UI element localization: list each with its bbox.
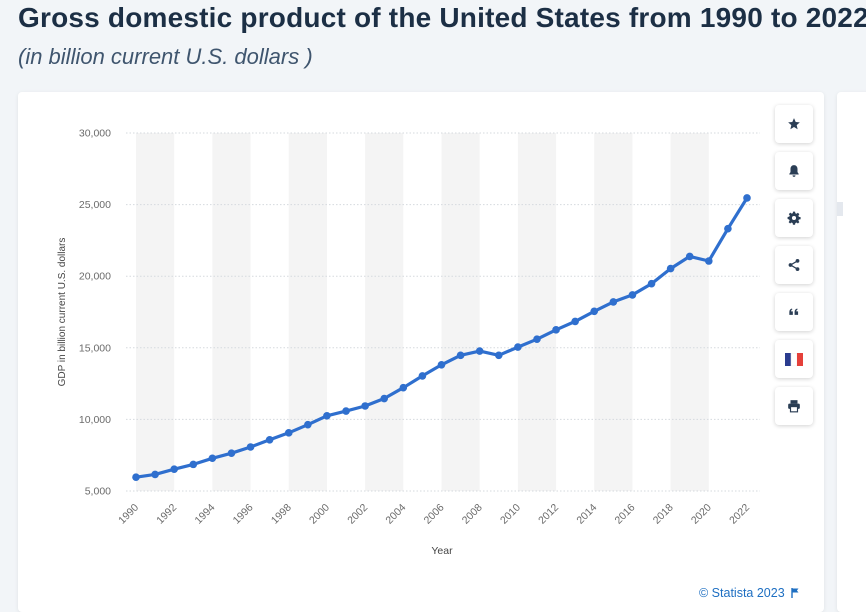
data-point[interactable] — [227, 449, 236, 457]
chart-toolbar — [775, 105, 813, 434]
french-flag-icon — [785, 352, 803, 366]
data-point[interactable] — [361, 402, 369, 410]
data-point[interactable] — [151, 470, 159, 479]
x-tick-label: 2006 — [422, 502, 447, 527]
chart-band — [365, 133, 404, 491]
x-tick-label: 2016 — [613, 502, 638, 527]
data-point[interactable] — [342, 407, 350, 415]
x-tick-label: 2020 — [689, 502, 714, 527]
data-point[interactable] — [380, 394, 389, 403]
share-button[interactable] — [775, 246, 813, 284]
x-tick-label: 2018 — [651, 502, 676, 527]
data-point[interactable] — [475, 347, 484, 355]
chart-band — [288, 133, 327, 491]
quote-icon — [789, 308, 799, 315]
x-tick-label: 2004 — [383, 502, 408, 527]
x-tick-label: 2002 — [345, 502, 370, 527]
data-point[interactable] — [399, 383, 408, 392]
y-tick-label: 10,000 — [79, 414, 111, 426]
data-point[interactable] — [208, 454, 217, 463]
print-icon — [788, 400, 800, 413]
data-point[interactable] — [666, 264, 675, 273]
data-point[interactable] — [514, 343, 522, 351]
data-point[interactable] — [323, 412, 331, 420]
y-tick-label: 30,000 — [79, 128, 111, 140]
print-button[interactable] — [775, 387, 813, 425]
y-tick-label: 15,000 — [79, 342, 111, 354]
page-subtitle: (in billion current U.S. dollars ) — [18, 44, 313, 69]
y-tick-label: 5,000 — [85, 486, 111, 498]
series-gdp — [132, 194, 751, 482]
data-point[interactable] — [705, 257, 713, 265]
x-axis-label: Year — [431, 545, 453, 557]
chart-band — [670, 133, 709, 491]
data-point[interactable] — [743, 194, 751, 202]
language-button[interactable] — [775, 340, 813, 378]
star-icon — [788, 118, 800, 130]
chart-band — [441, 133, 480, 491]
favorite-button[interactable] — [775, 105, 813, 143]
settings-button[interactable] — [775, 199, 813, 237]
data-point[interactable] — [609, 298, 618, 306]
chart-bands — [136, 133, 709, 491]
chart-band — [517, 133, 557, 491]
x-tick-label: 1990 — [116, 502, 141, 527]
x-tick-label: 1994 — [192, 502, 217, 527]
x-tick-label: 2008 — [460, 502, 485, 527]
statista-credit-link[interactable]: © Statista 2023 — [699, 586, 799, 600]
chart-band — [136, 133, 175, 491]
data-point[interactable] — [494, 351, 503, 360]
credit-text: © Statista 2023 — [699, 586, 785, 600]
data-point[interactable] — [647, 279, 656, 288]
x-tick-label: 2000 — [307, 502, 332, 527]
data-point[interactable] — [246, 443, 255, 451]
data-point[interactable] — [552, 326, 560, 334]
data-point[interactable] — [284, 429, 293, 437]
data-point[interactable] — [724, 224, 732, 233]
data-point[interactable] — [437, 360, 446, 369]
chart-gridlines — [126, 132, 760, 492]
y-tick-label: 20,000 — [79, 271, 111, 283]
data-point[interactable] — [456, 351, 465, 360]
notification-button[interactable] — [775, 152, 813, 190]
x-tick-label: 2012 — [536, 502, 561, 527]
x-tick-label: 1998 — [269, 502, 294, 527]
page-title: Gross domestic product of the United Sta… — [18, 2, 866, 33]
data-point[interactable] — [590, 307, 599, 316]
data-point[interactable] — [189, 460, 198, 469]
y-tick-label: 25,000 — [79, 199, 111, 211]
data-point[interactable] — [571, 317, 579, 326]
chart-band — [594, 133, 633, 491]
citation-button[interactable] — [775, 293, 813, 331]
data-point[interactable] — [628, 291, 637, 299]
data-point[interactable] — [685, 252, 694, 261]
data-point[interactable] — [265, 435, 274, 444]
x-tick-label: 2010 — [498, 502, 523, 527]
y-axis-ticks: 5,000 10,000 15,000 20,000 25,000 30,000 — [79, 128, 111, 498]
flag-icon — [790, 588, 799, 598]
data-point[interactable] — [170, 465, 178, 474]
side-panel — [837, 92, 866, 612]
bell-icon — [789, 165, 799, 177]
x-tick-label: 2014 — [574, 502, 599, 527]
chart-band — [212, 133, 251, 491]
share-icon — [788, 259, 800, 271]
data-point[interactable] — [132, 473, 140, 482]
x-tick-label: 1996 — [231, 502, 256, 527]
y-axis-label: GDP in billion current U.S. dollars — [57, 238, 68, 387]
x-tick-label: 2022 — [727, 502, 752, 527]
x-tick-label: 1992 — [154, 502, 179, 527]
x-axis-ticks: 1990 1992 1994 1996 1998 2000 2002 2004 2006 2008… — [116, 502, 752, 527]
data-point[interactable] — [304, 420, 312, 429]
data-point[interactable] — [533, 335, 541, 344]
gear-icon — [787, 211, 801, 225]
data-point[interactable] — [418, 372, 427, 380]
